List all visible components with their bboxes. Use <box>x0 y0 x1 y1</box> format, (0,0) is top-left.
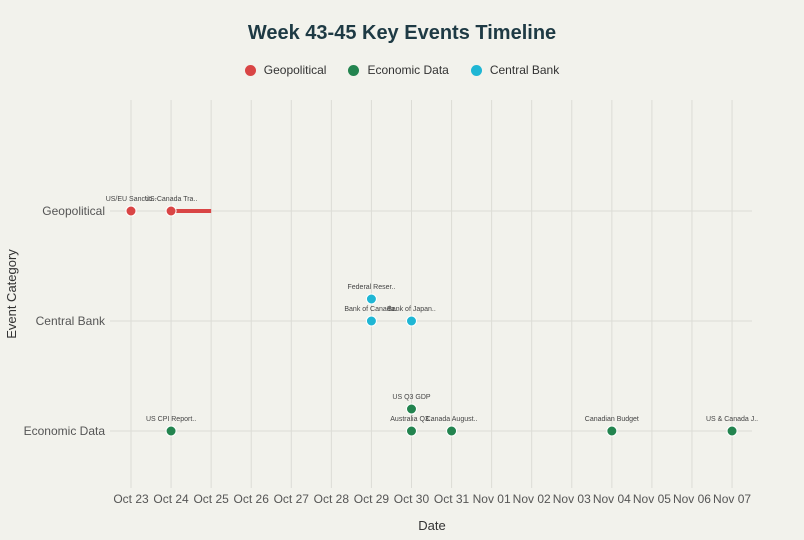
x-tick-label: Oct 28 <box>314 492 350 506</box>
event-point <box>606 425 618 437</box>
x-tick-label: Nov 03 <box>553 492 591 506</box>
event-point <box>405 403 417 415</box>
x-tick-label: Nov 05 <box>633 492 671 506</box>
y-tick-label: Central Bank <box>36 314 106 328</box>
y-axis-title: Event Category <box>4 249 19 339</box>
x-tick-label: Oct 27 <box>274 492 310 506</box>
x-tick-label: Nov 01 <box>473 492 511 506</box>
event-point <box>165 205 177 217</box>
event-point <box>405 425 417 437</box>
event-label: Federal Reser.. <box>347 284 395 291</box>
x-tick-label: Oct 24 <box>153 492 189 506</box>
event-label: Bank of Japan.. <box>387 306 436 313</box>
x-axis-title: Date <box>418 518 445 533</box>
x-tick-label: Oct 26 <box>234 492 270 506</box>
legend-label: Economic Data <box>367 63 449 77</box>
legend-marker <box>244 64 256 76</box>
x-tick-label: Oct 25 <box>193 492 229 506</box>
event-label: Bank of Canada.. <box>344 306 398 313</box>
x-tick-label: Nov 02 <box>513 492 551 506</box>
y-tick-label: Geopolitical <box>42 204 105 218</box>
x-tick-label: Nov 07 <box>713 492 751 506</box>
legend-item-central-bank[interactable]: Central Bank <box>470 63 560 77</box>
event-label: US-Canada Tra.. <box>145 196 198 203</box>
legend-marker <box>470 64 482 76</box>
x-tick-label: Oct 31 <box>434 492 470 506</box>
x-tick-label: Nov 06 <box>673 492 711 506</box>
x-tick-label: Oct 23 <box>113 492 149 506</box>
legend-label: Geopolitical <box>263 63 327 77</box>
event-point <box>125 205 137 217</box>
event-label: Canada August.. <box>426 416 478 423</box>
x-tick-label: Oct 29 <box>354 492 390 506</box>
x-tick-label: Oct 30 <box>394 492 430 506</box>
event-point <box>365 315 377 327</box>
x-tick-label: Nov 04 <box>593 492 631 506</box>
event-point <box>446 425 458 437</box>
event-label: Canadian Budget <box>585 416 639 423</box>
event-point <box>365 293 377 305</box>
event-label: US Q3 GDP <box>392 394 430 401</box>
legend-item-geopolitical[interactable]: Geopolitical <box>244 63 327 77</box>
legend-item-economic-data[interactable]: Economic Data <box>348 63 449 77</box>
event-point <box>165 425 177 437</box>
event-point <box>726 425 738 437</box>
legend: Geopolitical Economic Data Central Bank <box>0 63 804 77</box>
event-label: US/EU Sanctio.. <box>106 196 157 203</box>
chart-title: Week 43-45 Key Events Timeline <box>247 22 557 44</box>
event-label: Australia Q3.. <box>390 416 432 423</box>
legend-label: Central Bank <box>489 63 560 77</box>
event-label: US & Canada J.. <box>706 416 758 423</box>
legend-marker <box>348 64 360 76</box>
event-label: US CPI Report.. <box>146 416 196 423</box>
y-tick-label: Economic Data <box>24 424 106 438</box>
event-point <box>405 315 417 327</box>
